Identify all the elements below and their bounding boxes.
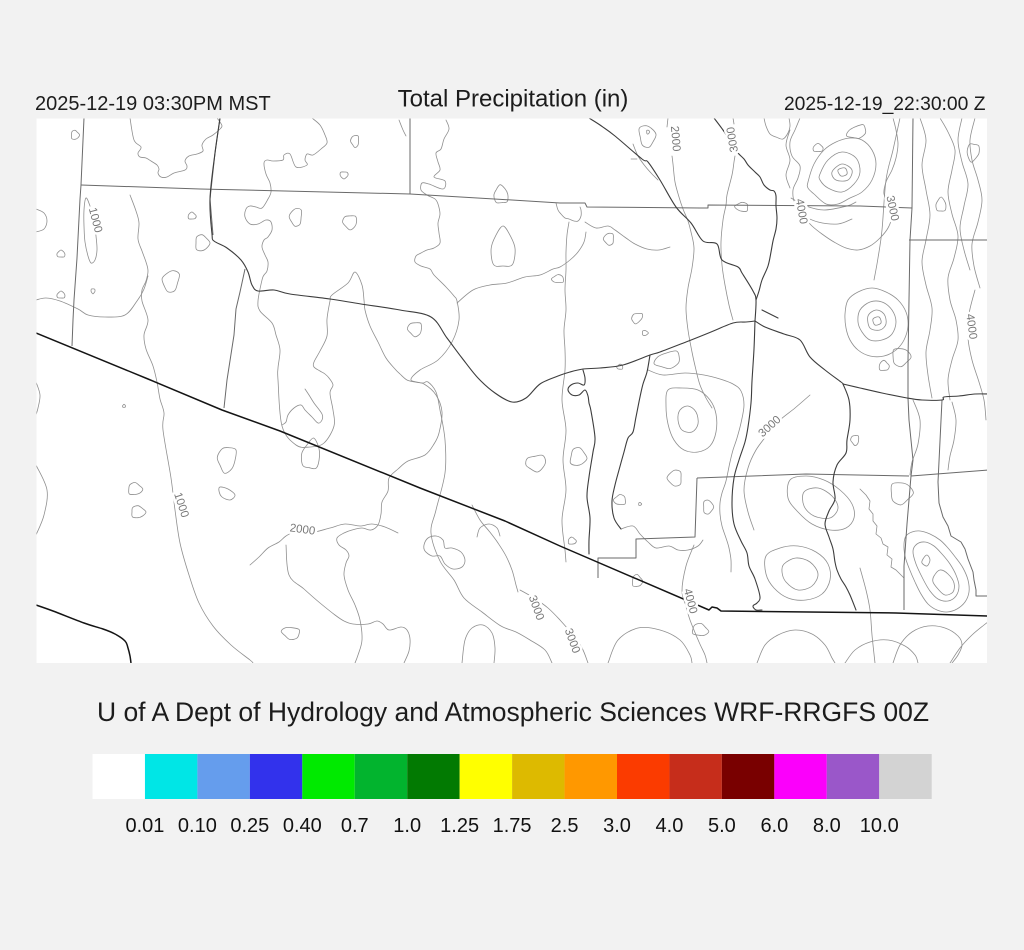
svg-text:0.7: 0.7 bbox=[341, 815, 369, 837]
svg-text:8.0: 8.0 bbox=[813, 815, 841, 837]
svg-text:4.0: 4.0 bbox=[656, 815, 684, 837]
svg-text:1.25: 1.25 bbox=[440, 815, 479, 837]
svg-text:0.10: 0.10 bbox=[178, 815, 217, 837]
svg-text:2000: 2000 bbox=[668, 125, 682, 152]
svg-text:3.0: 3.0 bbox=[603, 815, 631, 837]
svg-text:2025-12-19_22:30:00 Z: 2025-12-19_22:30:00 Z bbox=[784, 94, 986, 115]
svg-text:2025-12-19 03:30PM MST: 2025-12-19 03:30PM MST bbox=[35, 93, 271, 115]
svg-text:0.40: 0.40 bbox=[283, 815, 322, 837]
svg-text:10.0: 10.0 bbox=[860, 815, 899, 837]
svg-text:1.75: 1.75 bbox=[493, 815, 532, 837]
svg-text:0.25: 0.25 bbox=[230, 815, 269, 837]
svg-text:5.0: 5.0 bbox=[708, 815, 736, 837]
svg-text:Total Precipitation (in): Total Precipitation (in) bbox=[398, 86, 629, 113]
svg-text:1.0: 1.0 bbox=[393, 815, 421, 837]
svg-text:2.5: 2.5 bbox=[551, 815, 579, 837]
svg-text:0.01: 0.01 bbox=[125, 815, 164, 837]
svg-text:6.0: 6.0 bbox=[760, 815, 788, 837]
svg-text:U of A Dept of Hydrology and A: U of A Dept of Hydrology and Atmospheric… bbox=[97, 697, 929, 727]
